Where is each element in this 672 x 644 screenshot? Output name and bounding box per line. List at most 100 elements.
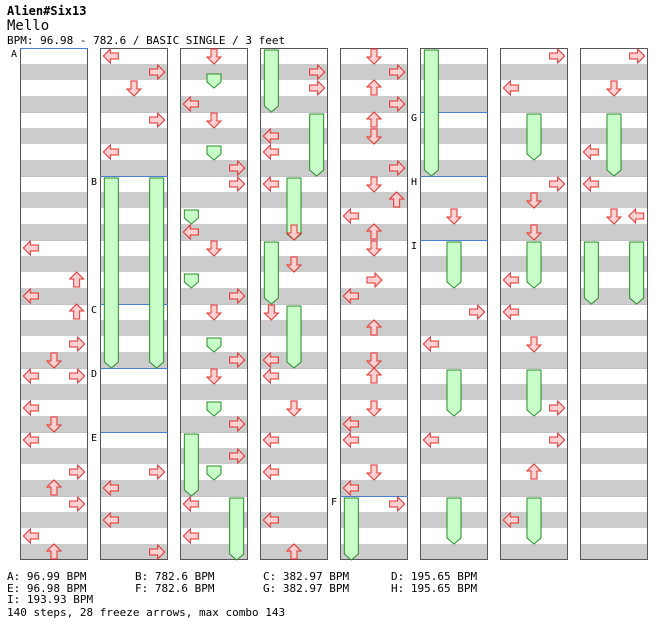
step-arrow-left-icon — [182, 495, 199, 513]
bpm-marker-label: I — [411, 241, 417, 252]
measure-stripe — [580, 448, 648, 464]
freeze-arrow-icon — [343, 497, 359, 561]
bpm-marker-label: H — [411, 177, 417, 188]
step-arrow-right-icon — [149, 63, 166, 81]
measure-stripe — [180, 96, 248, 112]
measure-stripe — [340, 480, 408, 496]
measure-stripe — [180, 320, 248, 336]
step-arrow-down-icon — [205, 368, 223, 385]
measure-stripe — [580, 224, 648, 240]
freeze-arrow-icon — [149, 177, 165, 369]
measure-stripe — [100, 416, 168, 432]
measure-stripe — [580, 352, 648, 368]
measure-stripe — [340, 288, 408, 304]
freeze-arrow-icon — [183, 273, 199, 289]
step-arrow-down-icon — [525, 192, 543, 209]
step-arrow-left-icon — [342, 287, 359, 305]
measure-stripe — [20, 448, 88, 464]
measure-stripe — [580, 384, 648, 400]
step-arrow-down-icon — [525, 336, 543, 353]
measure-stripe — [420, 544, 488, 560]
freeze-arrow-icon — [629, 241, 645, 305]
step-arrow-left-icon — [22, 399, 39, 417]
measure-stripe — [420, 192, 488, 208]
measure-stripe — [260, 416, 328, 432]
step-arrow-down-icon — [365, 464, 383, 481]
measure-stripe — [420, 480, 488, 496]
bpm-marker-label: F — [331, 497, 337, 508]
step-arrow-left-icon — [182, 223, 199, 241]
step-arrow-up-icon — [365, 111, 383, 128]
step-arrow-right-icon — [149, 543, 166, 561]
step-arrow-right-icon — [549, 47, 566, 65]
freeze-arrow-icon — [263, 241, 279, 305]
freeze-arrow-icon — [183, 433, 199, 497]
artist-name: Alien#Six13 — [7, 4, 87, 18]
step-column — [580, 48, 648, 560]
step-arrow-left-icon — [262, 367, 279, 385]
step-arrow-right-icon — [229, 351, 246, 369]
step-arrow-down-icon — [285, 400, 303, 417]
measure-stripe — [500, 288, 568, 304]
step-arrow-up-icon — [45, 479, 63, 496]
measure-stripe — [500, 480, 568, 496]
measure-stripe — [580, 512, 648, 528]
measure-stripe — [180, 128, 248, 144]
step-arrow-down-icon — [605, 80, 623, 97]
step-arrow-up-icon — [365, 223, 383, 240]
bpm-marker-label: D — [91, 369, 97, 380]
step-arrow-down-icon — [45, 352, 63, 369]
freeze-arrow-icon — [583, 241, 599, 305]
step-arrow-up-icon — [365, 319, 383, 336]
step-arrow-right-icon — [69, 463, 86, 481]
measure-stripe — [260, 480, 328, 496]
measure-stripe — [420, 416, 488, 432]
step-arrow-right-icon — [629, 47, 646, 65]
measure-stripe — [500, 96, 568, 112]
step-arrow-left-icon — [102, 47, 119, 65]
step-arrow-left-icon — [22, 239, 39, 257]
measure-stripe — [500, 544, 568, 560]
freeze-arrow-icon — [229, 497, 245, 561]
measure-stripe — [340, 384, 408, 400]
step-arrow-left-icon — [22, 287, 39, 305]
measure-stripe — [180, 192, 248, 208]
bpm-marker-label: E — [91, 433, 97, 444]
measure-stripe — [20, 96, 88, 112]
measure-stripe — [180, 416, 248, 432]
step-arrow-up-icon — [68, 271, 85, 288]
step-arrow-left-icon — [502, 271, 519, 289]
step-arrow-right-icon — [69, 335, 86, 353]
step-arrow-up-icon — [285, 543, 303, 560]
measure-stripe — [180, 64, 248, 80]
step-arrow-down-icon — [605, 208, 623, 225]
measure-stripe — [500, 448, 568, 464]
freeze-arrow-icon — [206, 145, 222, 161]
step-arrow-left-icon — [627, 207, 645, 225]
step-arrow-right-icon — [69, 495, 86, 513]
freeze-arrow-icon — [526, 369, 542, 417]
step-arrow-right-icon — [229, 159, 246, 177]
measure-stripe — [100, 96, 168, 112]
measure-stripe — [580, 320, 648, 336]
freeze-arrow-icon — [183, 209, 199, 225]
step-arrow-left-icon — [262, 175, 279, 193]
measure-stripe — [20, 320, 88, 336]
step-arrow-left-icon — [262, 127, 279, 145]
measure-stripe — [20, 64, 88, 80]
step-arrow-down-icon — [365, 128, 383, 145]
step-arrow-down-icon — [365, 240, 383, 257]
measure-stripe — [180, 256, 248, 272]
step-arrow-left-icon — [262, 431, 279, 449]
step-arrow-right-icon — [229, 287, 246, 305]
step-arrow-right-icon — [549, 399, 566, 417]
measure-stripe — [180, 160, 248, 176]
measure-stripe — [340, 96, 408, 112]
step-arrow-down-icon — [125, 80, 143, 97]
step-arrow-left-icon — [262, 511, 279, 529]
measure-stripe — [580, 480, 648, 496]
measure-stripe — [100, 384, 168, 400]
measure-stripe — [180, 384, 248, 400]
step-summary: 140 steps, 28 freeze arrows, max combo 1… — [7, 606, 286, 619]
step-arrow-down-icon — [285, 256, 303, 273]
